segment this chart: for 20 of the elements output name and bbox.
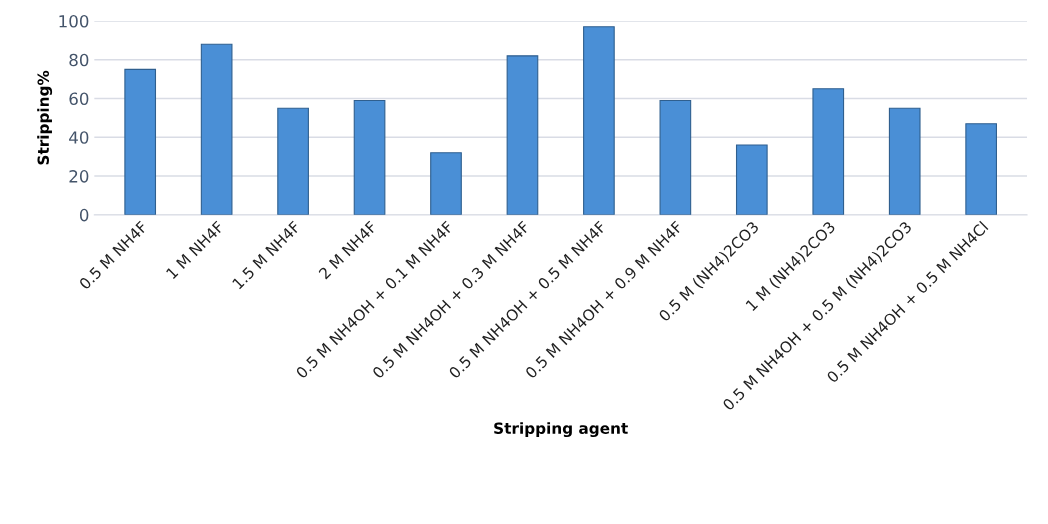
bar: [965, 123, 998, 215]
y-tick-label: 60: [69, 92, 89, 106]
bar: [659, 99, 692, 215]
bar: [124, 68, 157, 215]
y-axis-title: Stripping%: [37, 70, 53, 165]
x-axis-title: Stripping agent: [494, 422, 628, 438]
bar: [888, 107, 921, 215]
y-tick-label: 0: [79, 208, 89, 222]
bar: [200, 43, 233, 215]
bar: [506, 55, 539, 215]
bar: [430, 152, 462, 215]
y-tick-label: 80: [69, 53, 89, 67]
y-tick-label: 40: [69, 131, 89, 144]
bar: [735, 144, 768, 215]
bar: [812, 88, 845, 215]
y-tick-label: 100: [59, 14, 89, 28]
bar: [583, 26, 615, 215]
bar: [353, 99, 386, 215]
bar: [277, 107, 309, 215]
y-tick-label: 20: [69, 170, 89, 183]
